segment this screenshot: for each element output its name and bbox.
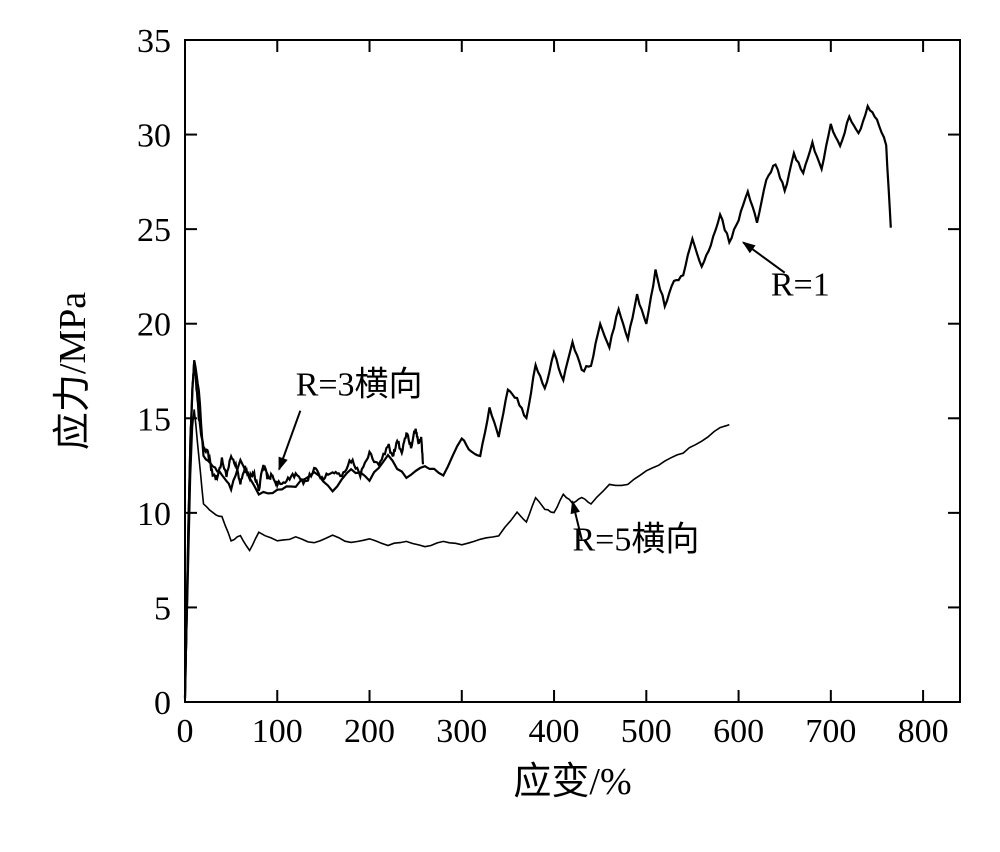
- chart-svg: 0 100 200 300 400 500 600 700 800 0 5 10 15 20 25 30 35 应…: [20, 10, 980, 830]
- series-r1: [185, 106, 891, 698]
- y-tick-label: 35: [137, 23, 171, 60]
- series-r3-transverse: [185, 362, 423, 698]
- x-tick-label: 600: [713, 713, 764, 750]
- annotation-r5: R=5横向: [573, 521, 700, 559]
- arrowhead-icon: [279, 457, 287, 469]
- y-tick-label: 30: [137, 118, 171, 155]
- y-tick-label: 20: [137, 307, 171, 344]
- x-tick-label: 0: [177, 713, 194, 750]
- x-tick-label: 300: [436, 713, 487, 750]
- x-tick-label: 100: [252, 713, 303, 750]
- x-tick-label: 800: [898, 713, 949, 750]
- y-tick-label: 0: [154, 685, 171, 722]
- x-tick-label: 200: [344, 713, 395, 750]
- x-tick-label: 400: [529, 713, 580, 750]
- annotation-r1: R=1: [771, 266, 830, 303]
- y-tick-label: 5: [154, 590, 171, 627]
- x-tick-label: 500: [621, 713, 672, 750]
- annotation-r3: R=3横向: [296, 366, 423, 404]
- y-tick-label: 25: [137, 212, 171, 249]
- arrowhead-icon: [571, 502, 579, 514]
- x-tick-label: 700: [805, 713, 856, 750]
- y-tick-label: 10: [137, 496, 171, 533]
- y-axis-label: 应力/MPa: [52, 292, 94, 450]
- stress-strain-chart: 0 100 200 300 400 500 600 700 800 0 5 10 15 20 25 30 35 应…: [20, 10, 980, 830]
- y-tick-label: 15: [137, 401, 171, 438]
- x-axis-label: 应变/%: [513, 761, 631, 803]
- arrowhead-icon: [743, 242, 755, 252]
